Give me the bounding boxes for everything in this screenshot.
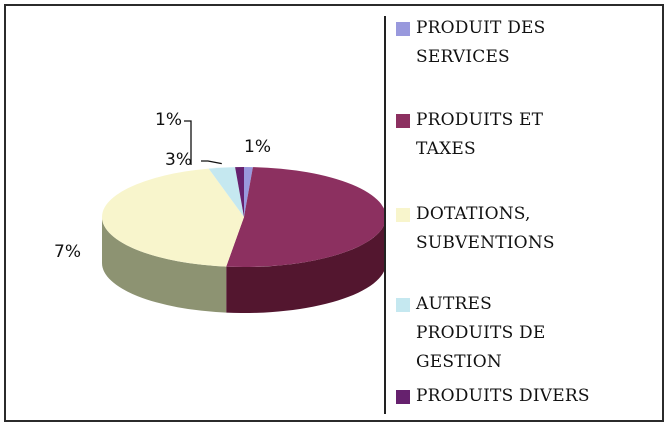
pie-side-dotations-subventions — [102, 217, 227, 313]
legend-label-produits-divers: PRODUITS DIVERS — [416, 382, 656, 411]
legend-line: SERVICES — [416, 47, 510, 67]
pie-sides — [102, 217, 386, 313]
data-label-autres-produits-de-gestion: 3% — [165, 150, 192, 170]
pie-slice-autres-produits-de-gestion — [208, 167, 244, 217]
legend-line: TAXES — [416, 139, 476, 159]
data-label-produits-divers: 1% — [244, 137, 271, 157]
legend-label-autres-produits-de-gestion: AUTRES PRODUITS DE GESTION — [416, 290, 656, 377]
legend-swatch-dotations-subventions — [396, 208, 410, 222]
leader-line-produit-des-services — [184, 120, 192, 166]
legend-line: AUTRES — [416, 294, 492, 314]
legend-line: GESTION — [416, 352, 502, 372]
legend-line: PRODUITS ET — [416, 110, 544, 130]
data-label-dotations-subventions: 7% — [54, 242, 81, 262]
pie-slice-produit-des-services — [244, 167, 253, 217]
pie-slice-produits-et-taxes — [226, 167, 387, 268]
pie-leaders — [184, 120, 222, 166]
legend-swatch-produit-des-services — [396, 22, 410, 36]
pie-top — [101, 167, 387, 268]
legend-line: DOTATIONS, — [416, 204, 531, 224]
legend-label-dotations-subventions: DOTATIONS, SUBVENTIONS — [416, 200, 656, 258]
legend-swatch-autres-produits-de-gestion — [396, 298, 410, 312]
pie-slice-produits-divers — [235, 167, 244, 217]
legend-line: PRODUIT DES — [416, 18, 546, 38]
legend-line: PRODUITS DE — [416, 323, 546, 343]
legend-label-produit-des-services: PRODUIT DES SERVICES — [416, 14, 656, 72]
data-label-produit-des-services: 1% — [155, 110, 182, 130]
leader-line-autres-produits-de-gestion — [201, 160, 222, 165]
legend-swatch-produits-et-taxes — [396, 114, 410, 128]
legend-line: PRODUITS DIVERS — [416, 386, 590, 406]
legend-label-produits-et-taxes: PRODUITS ET TAXES — [416, 106, 656, 164]
legend-divider — [384, 16, 386, 414]
pie-slice-dotations-subventions — [101, 168, 244, 267]
legend-line: SUBVENTIONS — [416, 233, 555, 253]
legend-swatch-produits-divers — [396, 390, 410, 404]
pie-side-produits-et-taxes — [226, 217, 386, 313]
